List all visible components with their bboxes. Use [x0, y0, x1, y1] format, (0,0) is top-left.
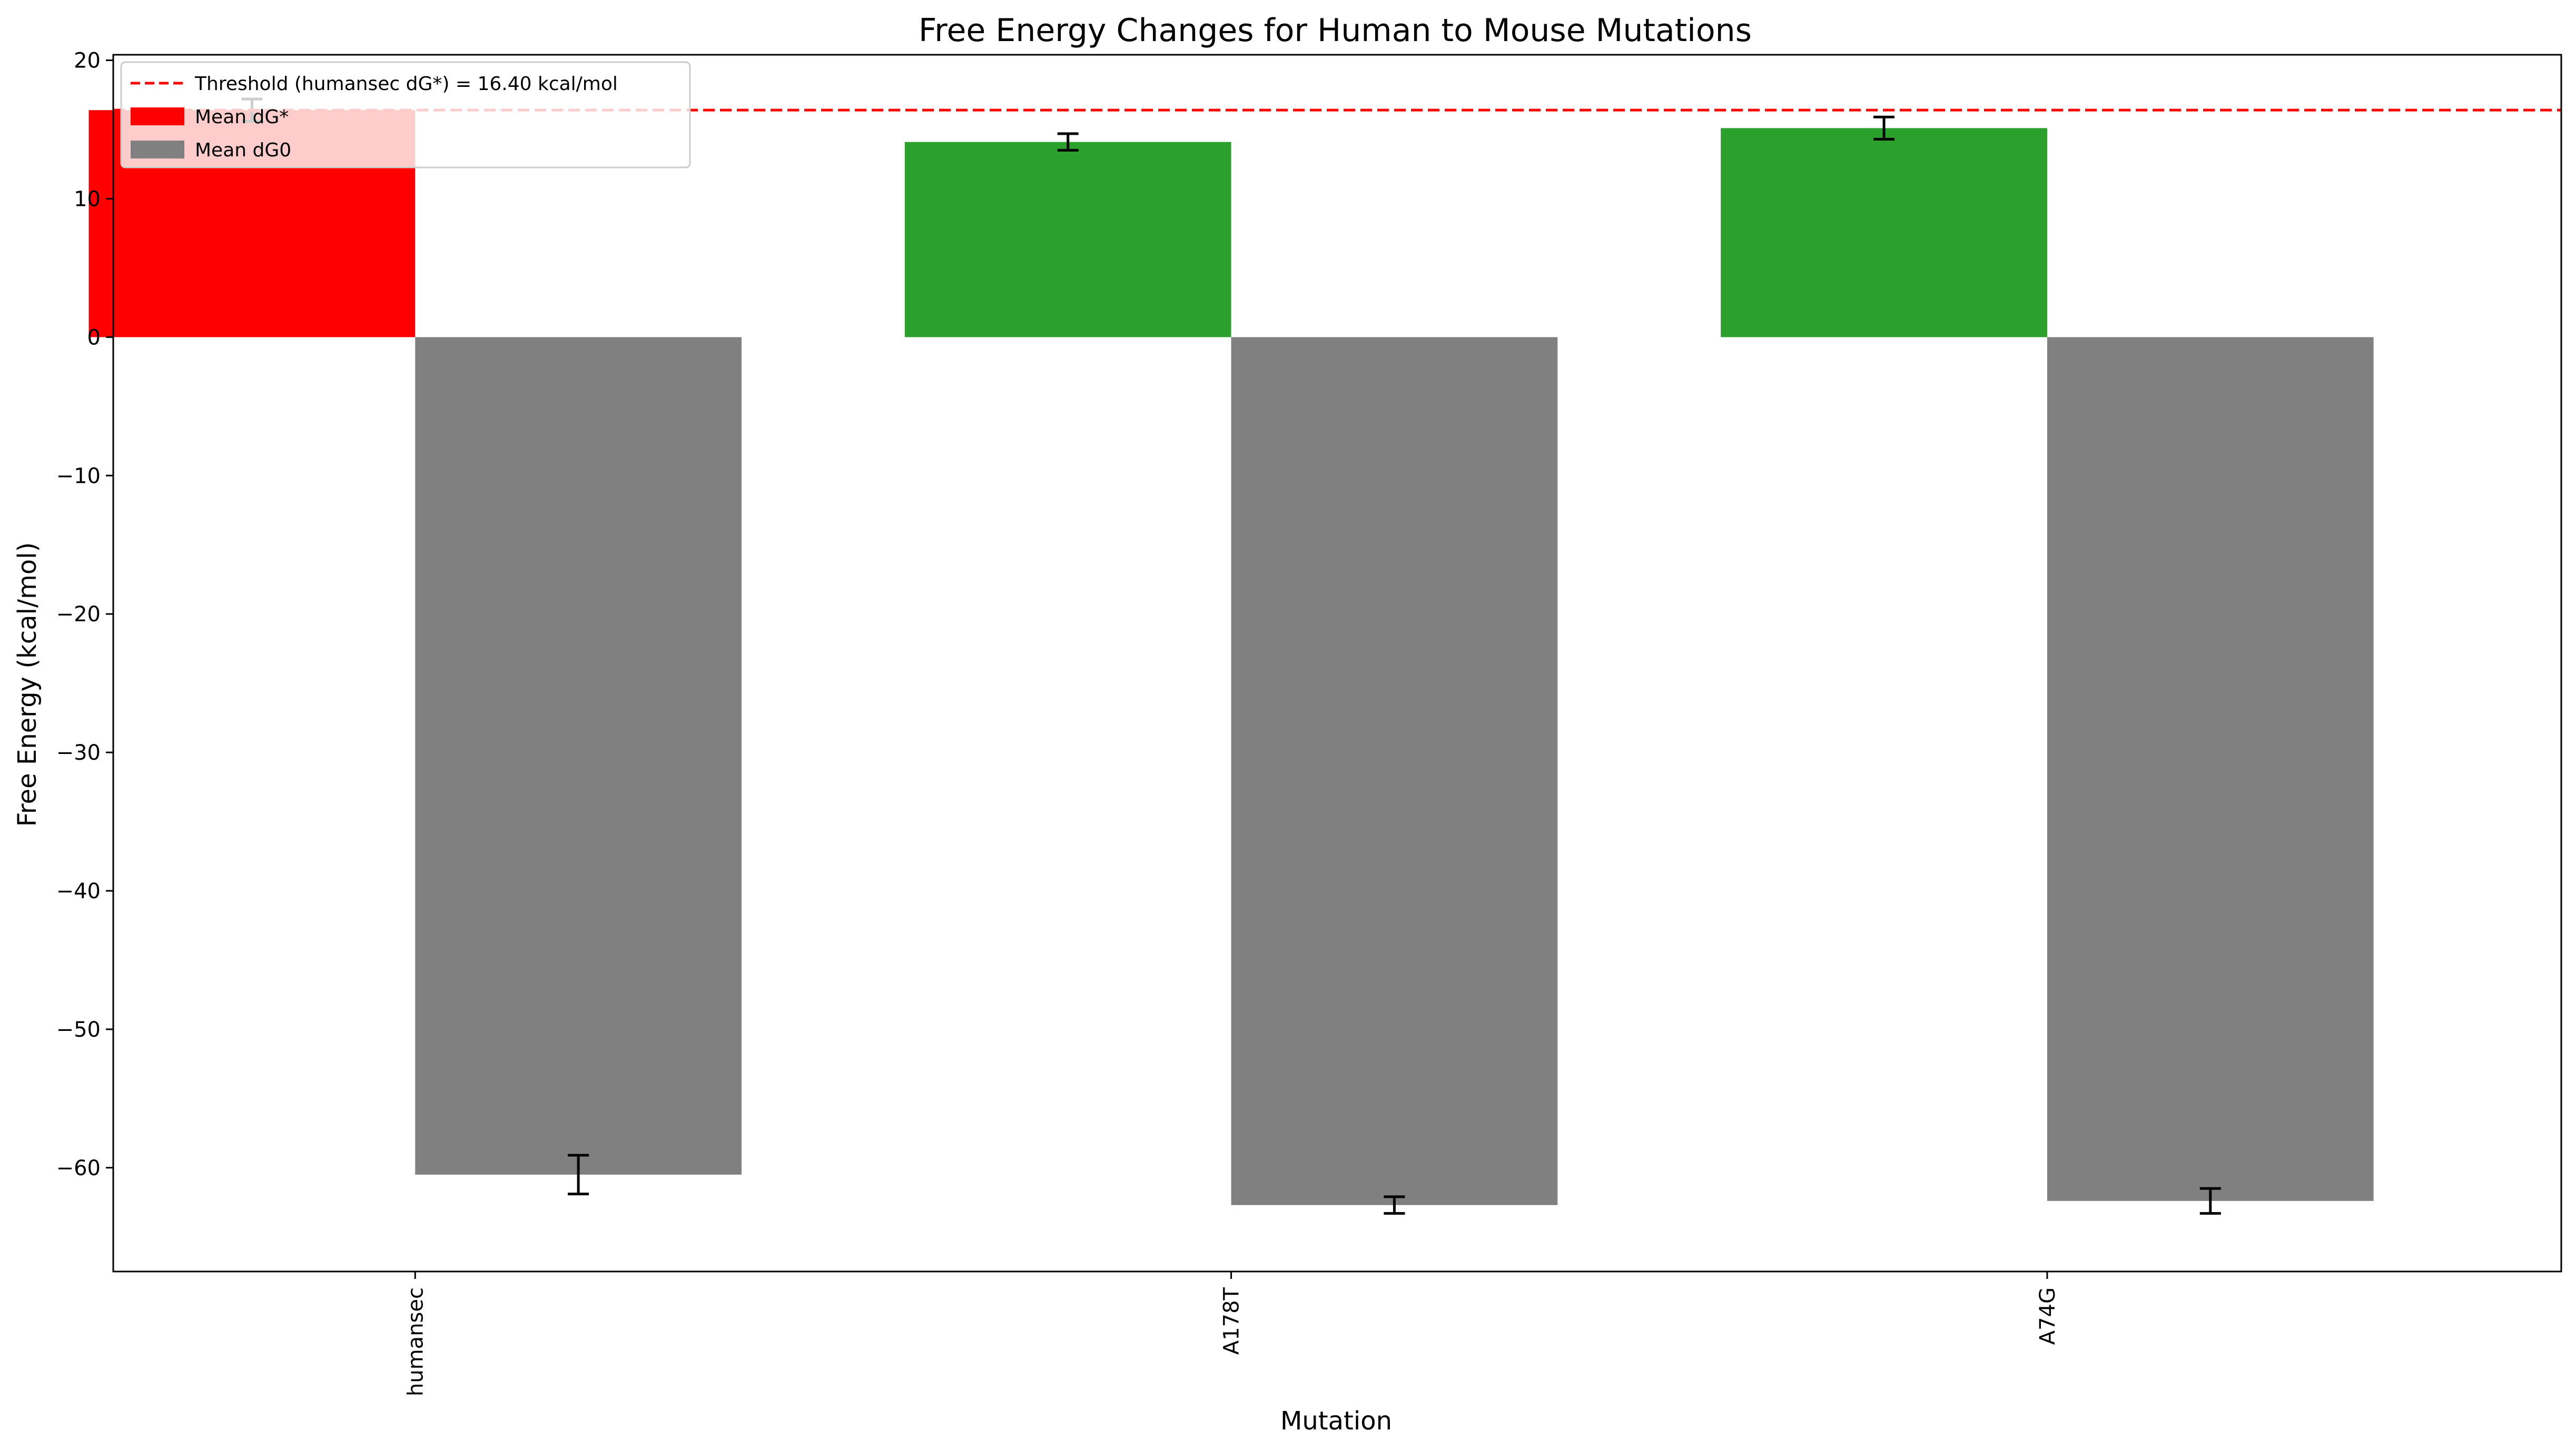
- plot-area: 20 10 0 −10 −20 −30 −40 −50 −60 humansec A178T A74G…: [56, 49, 2562, 1396]
- y-tick-label: −30: [56, 741, 101, 765]
- y-tick-label: 10: [74, 187, 101, 211]
- y-tick-label: −50: [56, 1018, 101, 1042]
- legend-box: [120, 61, 691, 168]
- legend-label: Mean dG*: [195, 106, 289, 128]
- legend-label: Mean dG0: [195, 140, 291, 161]
- y-tick-label: −20: [56, 602, 101, 627]
- y-tick-label: −60: [56, 1156, 101, 1180]
- bar: [415, 337, 742, 1175]
- legend-label: Threshold (humansec dG*) = 16.40 kcal/mo…: [194, 73, 618, 95]
- axes-frame: [112, 54, 2562, 1273]
- y-tick-label: −10: [56, 464, 101, 488]
- y-tick-label: −40: [56, 879, 101, 903]
- x-tick-label: A178T: [1220, 1287, 1244, 1355]
- x-axis-label: Mutation: [1280, 1406, 1392, 1436]
- x-tick-label: humansec: [403, 1287, 428, 1396]
- y-tick-label: 20: [74, 49, 101, 73]
- y-tick-label: 0: [87, 325, 101, 350]
- x-tick-label: A74G: [2036, 1287, 2060, 1345]
- bar: [1721, 128, 2047, 337]
- y-axis-label: Free Energy (kcal/mol): [13, 542, 42, 827]
- bar: [2047, 337, 2374, 1201]
- chart-title: Free Energy Changes for Human to Mouse M…: [919, 12, 1752, 49]
- bar: [1231, 337, 1558, 1205]
- legend-swatch: [131, 141, 184, 158]
- bar: [904, 142, 1231, 337]
- legend-swatch: [131, 107, 184, 125]
